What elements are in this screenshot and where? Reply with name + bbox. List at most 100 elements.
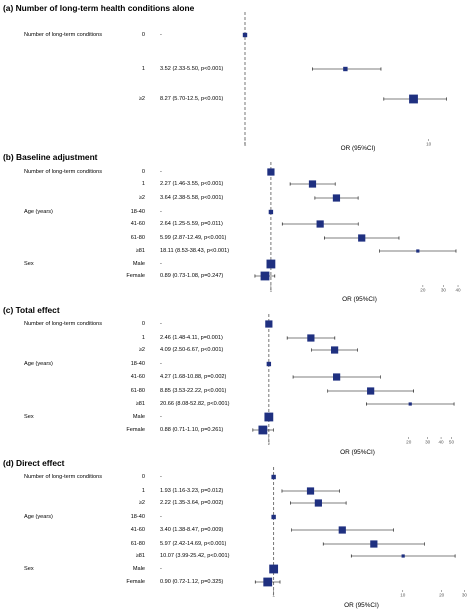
or-estimate-text: 3.40 (1.38-8.47, p=0.009) — [160, 527, 224, 533]
or-estimate-text: 0.88 (0.71-1.10, p=0.261) — [160, 427, 224, 433]
level-label: 41-60 — [130, 527, 145, 533]
or-estimate-text: 2.64 (1.25-5.59, p=0.011) — [160, 221, 223, 227]
level-label: 61-80 — [130, 235, 145, 241]
level-label: 0 — [141, 169, 145, 175]
or-marker — [307, 334, 315, 342]
x-axis-title: OR (95%CI) — [344, 602, 379, 609]
or-marker — [271, 514, 276, 520]
or-estimate-text: 4.27 (1.68-10.88, p=0.002) — [160, 374, 227, 380]
or-marker — [401, 554, 405, 558]
or-estimate-text: 0.90 (0.72-1.12, p=0.325) — [160, 579, 224, 585]
or-estimate-text: 5.99 (2.87-12.49, p<0.001) — [160, 235, 227, 241]
or-marker — [316, 220, 324, 228]
level-label-text: ≥81 — [135, 248, 145, 254]
panel-title: (a) Number of long-term health condition… — [3, 3, 195, 13]
or-marker — [264, 412, 274, 422]
or-marker — [266, 361, 272, 367]
x-tick-label: 20 — [439, 593, 445, 598]
group-label: Number of long-term conditions — [24, 169, 103, 175]
or-estimate-text: 8.85 (3.53-22.22, p<0.001) — [160, 388, 227, 394]
level-label: 0 — [141, 474, 145, 480]
level-label: 1 — [141, 181, 145, 187]
level-label: ≥2 — [105, 96, 145, 102]
or-estimate-text: - — [160, 169, 162, 175]
x-tick-label: 30 — [425, 440, 431, 445]
level-label: ≥81 — [105, 553, 145, 559]
x-tick-label: 10 — [426, 142, 432, 147]
x-tick-label: 40 — [439, 440, 445, 445]
or-marker — [308, 180, 317, 188]
panel-title: (b) Baseline adjustment — [3, 152, 98, 162]
x-axis-title: OR (95%CI) — [341, 145, 376, 152]
or-marker — [271, 474, 276, 480]
level-label: ≥2 — [105, 500, 145, 506]
x-tick-label: 20 — [420, 288, 426, 293]
or-estimate-text: 1.93 (1.16-3.23, p=0.012) — [160, 488, 224, 494]
or-marker — [260, 271, 270, 281]
level-label: ≥2 — [105, 195, 145, 201]
level-label: ≥81 — [105, 401, 145, 407]
level-label: 61-80 — [130, 388, 145, 394]
level-label-text: ≥2 — [138, 195, 145, 201]
x-tick-label: 30 — [441, 288, 447, 293]
x-tick-label: 30 — [462, 593, 468, 598]
or-estimate-text: 2.46 (1.48-4.11, p=0.001) — [160, 335, 223, 341]
level-label: Male — [132, 261, 145, 267]
or-marker — [408, 402, 412, 406]
or-estimate-text: - — [160, 209, 162, 215]
level-label: ≥2 — [105, 347, 145, 353]
level-label: 41-60 — [130, 374, 145, 380]
or-estimate-text: - — [160, 32, 162, 38]
or-marker — [263, 577, 273, 587]
or-marker — [314, 499, 322, 507]
or-estimate-text: - — [160, 514, 162, 520]
level-label-text: ≥81 — [135, 401, 145, 407]
x-tick-label: 1 — [244, 142, 247, 147]
or-marker — [358, 234, 366, 242]
or-estimate-text: 3.64 (2.38-5.58, p<0.001) — [160, 195, 224, 201]
x-axis-title: OR (95%CI) — [340, 449, 375, 456]
or-estimate-text: 3.52 (2.33-5.50, p<0.001) — [160, 66, 224, 72]
or-estimate-text: 4.09 (2.50-6.67, p<0.001) — [160, 347, 224, 353]
or-estimate-text: 18.11 (8.53-38.43, p<0.001) — [160, 248, 230, 254]
or-estimate-text: - — [160, 566, 162, 572]
or-marker — [268, 209, 274, 215]
or-estimate-text: 8.27 (5.70-12.5, p<0.001) — [160, 96, 224, 102]
x-tick-label: 20 — [406, 440, 412, 445]
level-label: 18-40 — [130, 514, 145, 520]
group-label: Age (years) — [24, 514, 53, 520]
or-estimate-text: 2.22 (1.35-3.64, p=0.002) — [160, 500, 224, 506]
level-label: Female — [126, 273, 145, 279]
level-label-text: ≥2 — [138, 96, 145, 102]
level-label: 0 — [141, 32, 145, 38]
x-tick-label: 1 — [268, 440, 271, 445]
level-label: 61-80 — [130, 541, 145, 547]
x-tick-label: 40 — [455, 288, 461, 293]
level-label: 1 — [141, 488, 145, 494]
x-axis-title: OR (95%CI) — [342, 296, 377, 303]
level-label: 18-40 — [130, 361, 145, 367]
or-estimate-text: - — [160, 474, 162, 480]
or-marker — [409, 94, 418, 104]
or-marker — [267, 168, 275, 176]
or-marker — [242, 32, 248, 38]
group-label: Sex — [24, 566, 34, 572]
group-label: Sex — [24, 414, 34, 420]
level-label: 1 — [141, 335, 145, 341]
or-estimate-text: 5.97 (2.42-14.69, p<0.001) — [160, 541, 227, 547]
or-estimate-text: 2.27 (1.46-3.55, p<0.001) — [160, 181, 224, 187]
panel-title: (c) Total effect — [3, 305, 60, 315]
x-tick-label: 50 — [449, 440, 455, 445]
group-label: Sex — [24, 261, 34, 267]
level-label: Male — [132, 414, 145, 420]
or-estimate-text: - — [160, 321, 162, 327]
x-tick-label: 10 — [400, 593, 406, 598]
or-marker — [332, 194, 341, 202]
level-label-text: ≥81 — [135, 553, 145, 559]
level-label: Female — [126, 427, 145, 433]
or-marker — [370, 540, 378, 548]
or-estimate-text: - — [160, 414, 162, 420]
